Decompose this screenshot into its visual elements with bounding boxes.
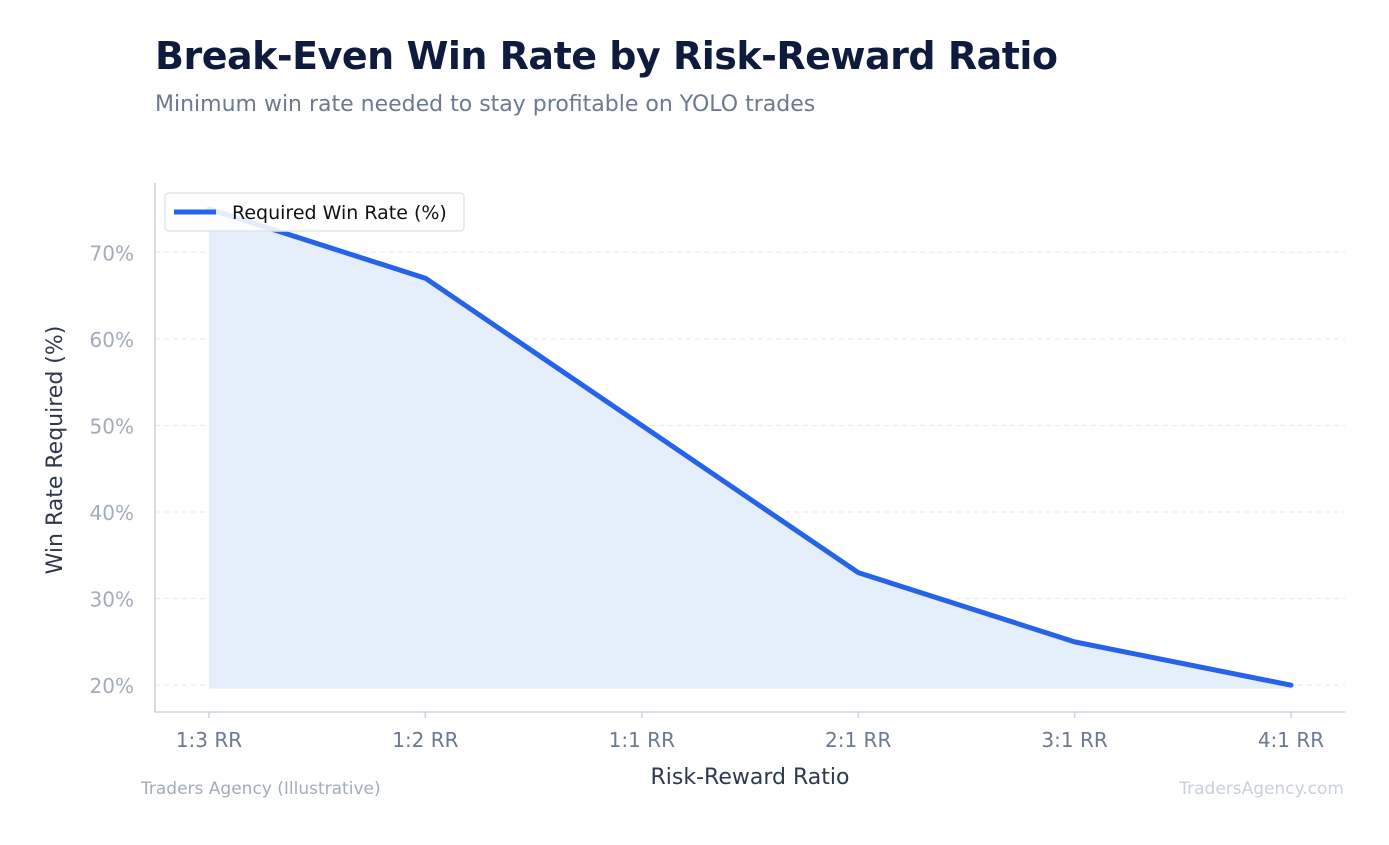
y-tick-label: 30%: [90, 588, 134, 612]
legend-box: [164, 192, 465, 232]
watermark: TradersAgency.com: [1179, 779, 1344, 799]
x-axis-title: Risk-Reward Ratio: [651, 765, 850, 790]
series-line: [206, 206, 1294, 688]
y-tick-label: 60%: [90, 328, 134, 352]
chart-subtitle: Minimum win rate needed to stay profitab…: [155, 92, 816, 117]
tick-labels: 20% 30% 40% 50% 60% 70% 1:3 RR 1:2 RR 1:1 RR 2:1 …: [43, 241, 1324, 790]
y-tick-label: 50%: [90, 414, 134, 438]
x-tick-label: 2:1 RR: [825, 728, 891, 752]
area-fill: [209, 208, 1291, 689]
legend[interactable]: Required Win Rate (%): [164, 192, 465, 232]
chart-title: Break-Even Win Rate by Risk-Reward Ratio: [155, 34, 1058, 78]
x-tick-label: 4:1 RR: [1258, 728, 1324, 752]
y-tick-label: 20%: [90, 674, 134, 698]
y-axis-title: Win Rate Required (%): [43, 326, 68, 575]
x-tick-label: 1:1 RR: [609, 728, 675, 752]
axes: [154, 183, 1345, 718]
series-line-layer: [206, 206, 1294, 688]
y-tick-label: 70%: [90, 241, 134, 265]
legend-label: Required Win Rate (%): [232, 202, 447, 224]
x-tick-label: 3:1 RR: [1041, 728, 1107, 752]
x-tick-label: 1:3 RR: [176, 728, 242, 752]
source-note: Traders Agency (Illustrative): [141, 779, 381, 799]
area-fill-layer: [209, 208, 1291, 689]
y-tick-label: 40%: [90, 501, 134, 525]
x-tick-label: 1:2 RR: [392, 728, 458, 752]
